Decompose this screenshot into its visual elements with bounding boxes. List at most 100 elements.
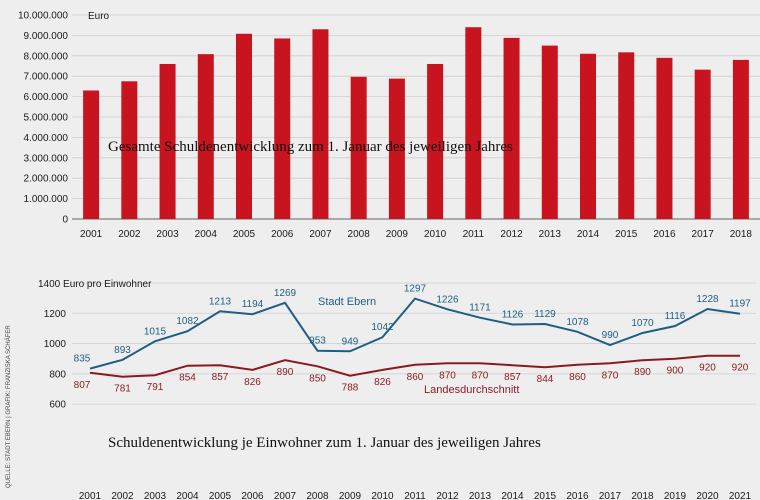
line-x-tick-label: 2001 [79, 491, 102, 500]
bar-y-tick-label: 1.000.000 [24, 194, 69, 205]
bar-y-tick-label: 4.000.000 [24, 133, 69, 144]
line-x-tick-label: 2012 [436, 491, 459, 500]
data-label-landes: 870 [602, 370, 619, 381]
line-x-tick-label: 2006 [241, 491, 264, 500]
bar-x-tick-label: 2007 [309, 229, 332, 240]
data-label-landes: 791 [147, 382, 164, 393]
line-x-tick-label: 2005 [209, 491, 232, 500]
bar-chart-x-ticks: 2001 2002 2003 2004 2005 2006 2007 2008 2009 2010… [80, 229, 752, 240]
bar-2006 [274, 38, 291, 220]
bar-chart-title: Gesamte Schuldenentwicklung zum 1. Janua… [108, 139, 513, 155]
bar-x-tick-label: 2001 [80, 229, 103, 240]
line-chart-data-labels: 835 893 1015 1082 1213 1194 1269 953 949 1042 1297… [74, 284, 752, 395]
bar-y-tick-label: 9.000.000 [24, 31, 69, 42]
bar-x-tick-label: 2004 [195, 229, 218, 240]
bar-2013 [541, 45, 558, 219]
bar-x-tick-label: 2012 [500, 229, 523, 240]
data-label-stadt: 893 [114, 345, 131, 356]
line-x-tick-label: 2003 [144, 491, 167, 500]
bar-2005 [236, 33, 252, 219]
data-label-stadt: 1171 [469, 303, 491, 314]
bar-x-tick-label: 2018 [730, 229, 753, 240]
bar-2014 [580, 53, 596, 220]
data-label-stadt: 1297 [404, 284, 427, 295]
bar-y-tick-label: 3.000.000 [24, 153, 69, 164]
line-x-tick-label: 2013 [469, 491, 492, 500]
data-label-stadt: 1116 [665, 311, 686, 322]
data-label-landes: 890 [277, 367, 294, 378]
data-label-landes: 854 [179, 373, 196, 384]
bar-x-tick-label: 2008 [348, 229, 371, 240]
bar-2002 [121, 81, 138, 219]
data-label-landes: 920 [699, 363, 716, 374]
bar-2001 [83, 90, 100, 219]
bar-x-tick-label: 2014 [577, 229, 600, 240]
line-x-tick-label: 2014 [501, 491, 524, 500]
bar-chart-unit-label: Euro [88, 11, 110, 22]
data-label-stadt: 1042 [371, 322, 394, 333]
data-label-stadt: 1129 [534, 309, 556, 320]
data-label-landes: 860 [407, 372, 424, 383]
bar-x-tick-label: 2010 [424, 229, 447, 240]
data-label-landes: 870 [439, 370, 456, 381]
bar-chart-panel [0, 0, 760, 252]
series-line-landesdurchschnitt [89, 354, 740, 378]
line-x-tick-label: 2020 [696, 491, 719, 500]
bar-chart-gridlines [72, 14, 760, 220]
bar-2011 [465, 27, 482, 219]
bar-y-tick-label: 2.000.000 [24, 174, 69, 185]
bar-2004 [197, 54, 214, 219]
bar-2016 [656, 57, 673, 220]
bar-2018 [732, 59, 749, 219]
data-label-stadt: 1078 [566, 317, 589, 328]
line-x-tick-label: 2021 [729, 491, 752, 500]
line-x-tick-label: 2019 [664, 491, 687, 500]
bar-chart-bars [83, 27, 749, 220]
data-label-stadt: 1194 [242, 299, 264, 310]
bar-y-tick-label: 10.000.000 [18, 11, 68, 22]
line-x-tick-label: 2018 [631, 491, 654, 500]
bar-y-tick-label: 8.000.000 [24, 51, 69, 62]
line-x-tick-label: 2002 [111, 491, 134, 500]
bar-y-tick-label: 6.000.000 [24, 92, 69, 103]
line-x-tick-label: 2007 [274, 491, 297, 500]
bar-2015 [618, 52, 635, 219]
bar-x-tick-label: 2015 [615, 229, 638, 240]
data-label-stadt: 953 [309, 336, 326, 347]
data-label-landes: 857 [504, 372, 521, 383]
bar-2003 [159, 63, 176, 220]
data-label-stadt: 990 [602, 330, 619, 341]
line-x-tick-label: 2017 [599, 491, 622, 500]
line-x-tick-label: 2010 [371, 491, 394, 500]
bar-x-tick-label: 2013 [539, 229, 562, 240]
line-y-tick-label: 1000 [44, 339, 67, 350]
data-label-stadt: 835 [74, 354, 91, 365]
data-label-landes: 920 [732, 363, 749, 374]
line-x-tick-label: 2004 [176, 491, 199, 500]
bar-2008 [350, 76, 367, 219]
bar-2012 [503, 37, 520, 220]
data-label-landes: 890 [634, 367, 651, 378]
data-label-landes: 807 [74, 380, 91, 391]
bar-x-tick-label: 2017 [692, 229, 715, 240]
data-label-landes: 826 [374, 377, 391, 388]
line-chart-y-ticks: 600 800 1000 1200 [44, 309, 67, 411]
data-label-landes: 850 [309, 373, 326, 384]
bar-chart-y-ticks: 0 1.000.000 2.000.000 3.000.000 4.000.000 5.0… [18, 11, 69, 226]
bar-2009 [388, 78, 405, 219]
data-label-landes: 844 [537, 374, 554, 385]
source-credit: QUELLE: STADT EBERN | GRAFIK: FRANZISKA … [5, 325, 12, 488]
line-chart-title: Schuldenentwicklung je Einwohner zum 1. … [108, 435, 541, 451]
data-label-stadt: 1228 [696, 294, 719, 305]
data-label-landes: 870 [472, 370, 489, 381]
bar-x-tick-label: 2016 [653, 229, 676, 240]
line-chart-x-ticks: 2001 2002 2003 2004 2005 2006 2007 2008 2009 2010… [79, 491, 752, 500]
data-label-stadt: 1015 [144, 326, 167, 337]
data-label-landes: 826 [244, 377, 261, 388]
line-x-tick-label: 2008 [306, 491, 329, 500]
data-label-landes: 788 [342, 383, 359, 394]
bar-x-tick-label: 2009 [386, 229, 409, 240]
line-chart-unit-label: 1400 Euro pro Einwohner [38, 279, 152, 290]
line-chart-gridlines [72, 282, 756, 405]
